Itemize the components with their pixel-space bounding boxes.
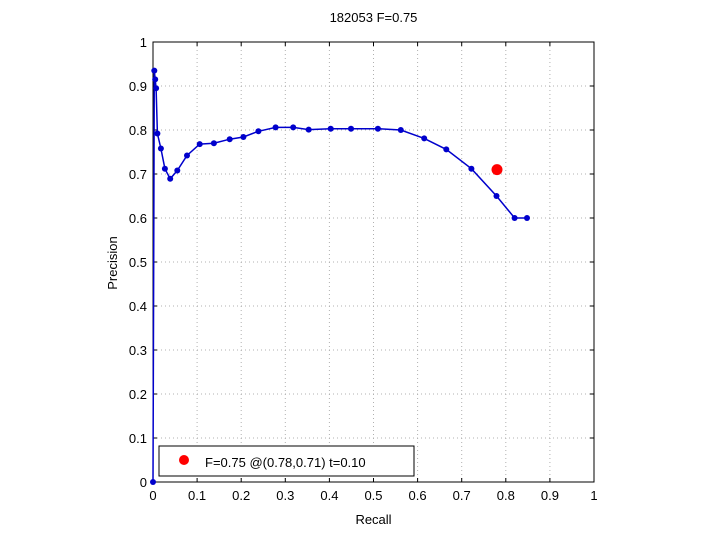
y-tick-label: 0.5: [129, 255, 147, 270]
x-tick-label: 0.1: [188, 488, 206, 503]
data-point: [174, 167, 181, 174]
data-point: [290, 124, 297, 131]
y-tick-label: 0.8: [129, 123, 147, 138]
data-point: [150, 479, 156, 485]
y-tick-label: 0.1: [129, 431, 147, 446]
y-tick-label: 0.6: [129, 211, 147, 226]
data-point: [167, 175, 174, 182]
data-point: [240, 134, 247, 140]
x-tick-label: 1: [590, 488, 597, 503]
x-tick-label: 0.3: [276, 488, 294, 503]
data-point: [443, 146, 450, 153]
data-point: [151, 67, 158, 74]
x-tick-label: 0: [149, 488, 156, 503]
data-point: [196, 141, 203, 148]
series-line: [152, 70, 527, 483]
data-point: [511, 215, 518, 221]
data-point: [493, 193, 500, 199]
data-point: [397, 127, 404, 133]
legend: F=0.75 @(0.78,0.71) t=0.10: [158, 445, 415, 477]
data-point: [348, 125, 354, 132]
data-point: [272, 124, 279, 131]
data-point: [152, 76, 159, 83]
x-tick-label: 0.8: [497, 488, 515, 503]
data-point: [184, 152, 190, 159]
chart-title: 182053 F=0.75: [330, 10, 418, 25]
data-point: [153, 85, 160, 92]
y-tick-label: 0.9: [129, 79, 147, 94]
data-point: [327, 125, 334, 132]
optimum-layer: [491, 164, 503, 176]
y-tick-label: 0.2: [129, 387, 147, 402]
data-point: [305, 126, 312, 133]
data-point: [421, 135, 428, 142]
data-point: [374, 125, 381, 132]
x-axis-label: Recall: [355, 512, 391, 527]
y-tick-label: 1: [140, 35, 147, 50]
data-point: [226, 136, 233, 143]
data-point: [255, 128, 262, 135]
y-tick-label: 0.4: [129, 299, 147, 314]
y-tick-label: 0.7: [129, 167, 147, 182]
x-tick-label: 0.6: [409, 488, 427, 503]
y-tick-label: 0: [140, 475, 147, 490]
data-point: [468, 165, 475, 172]
x-tick-label: 0.9: [541, 488, 559, 503]
legend-box: [158, 445, 415, 477]
series-layer: [150, 67, 530, 485]
x-tick-label: 0.4: [320, 488, 338, 503]
legend-label: F=0.75 @(0.78,0.71) t=0.10: [205, 455, 366, 470]
y-tick-label: 0.3: [129, 343, 147, 358]
legend-marker: [179, 455, 189, 465]
data-point: [157, 145, 164, 152]
x-tick-label: 0.7: [453, 488, 471, 503]
grid: [153, 42, 594, 482]
optimum-point: [491, 164, 503, 176]
x-tick-label: 0.5: [364, 488, 382, 503]
y-axis-label: Precision: [105, 236, 120, 289]
data-point: [154, 130, 161, 137]
data-point: [524, 215, 530, 221]
ticks: 0 0.1 0.2 0.3 0.4 0.5 0.6 0.7 0.8 0.9 1 0 0.1 0.2 0.3 0…: [129, 35, 598, 503]
data-point: [210, 140, 217, 147]
x-tick-label: 0.2: [232, 488, 250, 503]
data-point: [161, 165, 168, 172]
